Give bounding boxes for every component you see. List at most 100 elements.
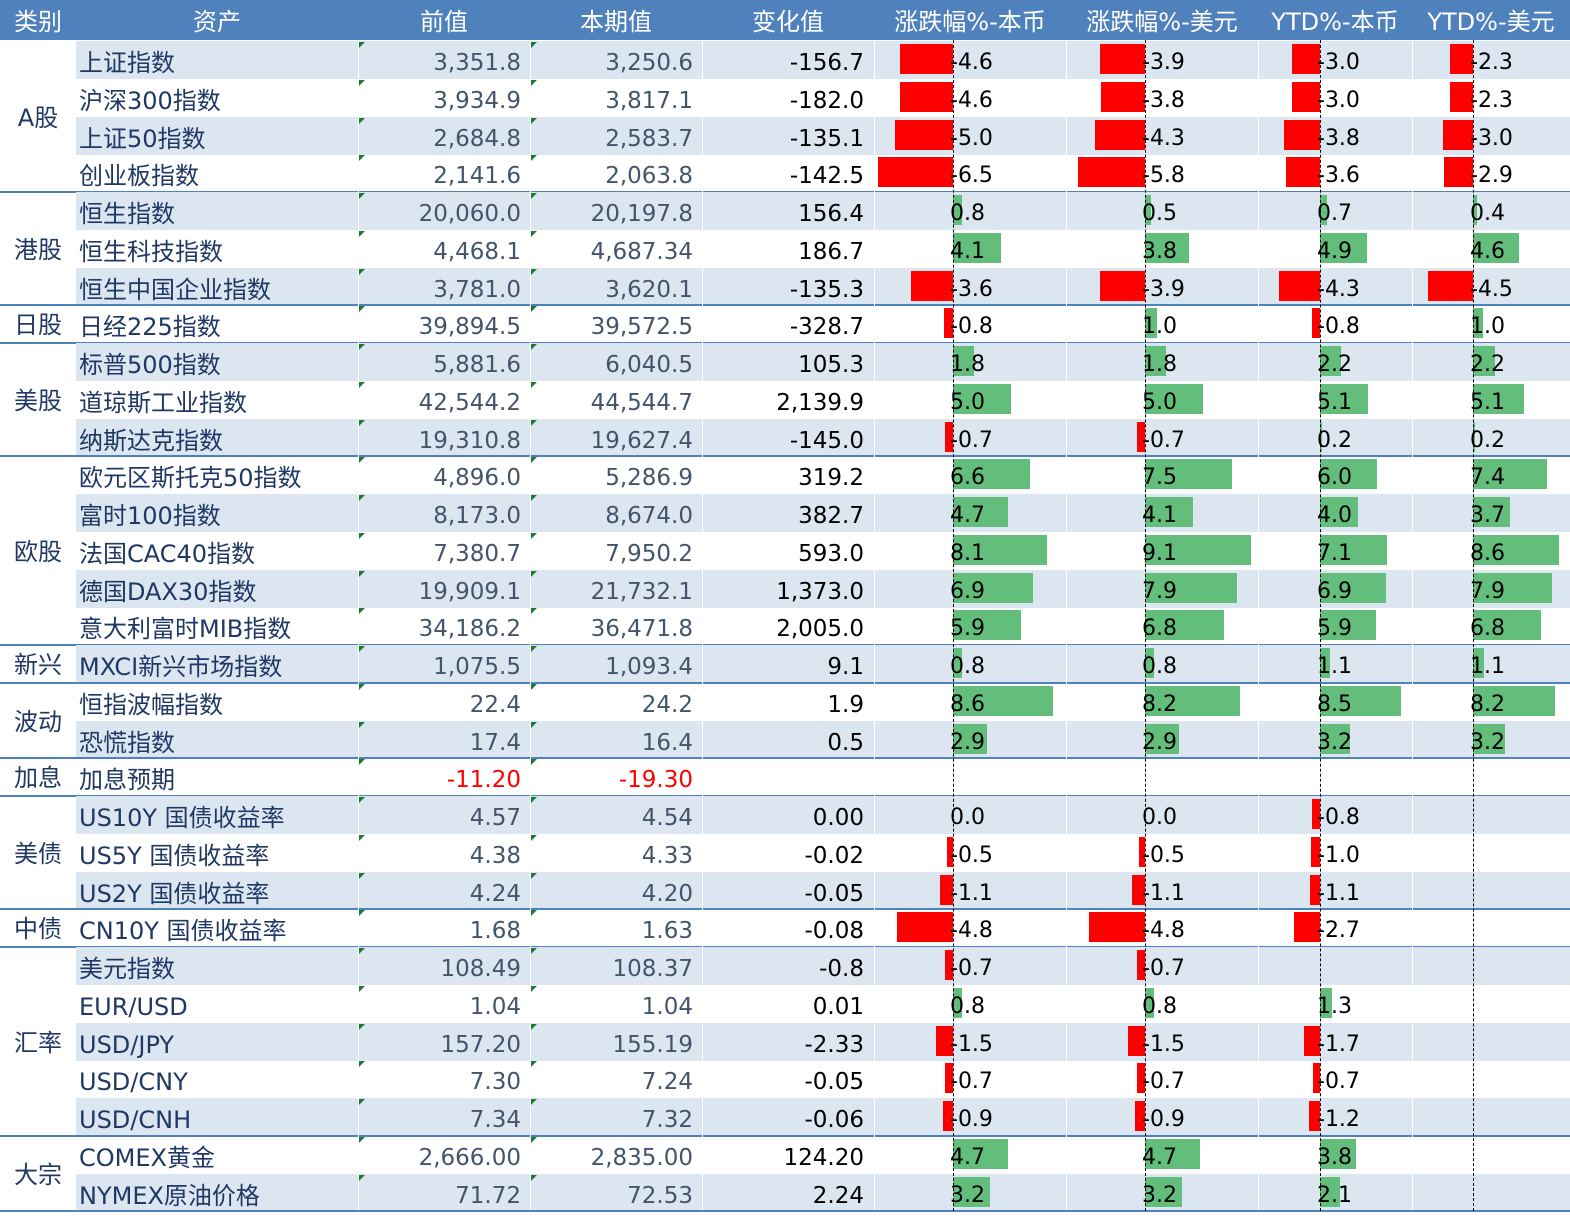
pct-ytd-usd: -2.3 <box>1470 87 1513 113</box>
bar-ytd-usd <box>1473 723 1505 754</box>
bar-chg-usd <box>1077 157 1145 188</box>
change-value: -0.05 <box>804 1069 864 1096</box>
cell-marker <box>531 117 537 124</box>
cell-marker <box>359 117 365 124</box>
pct-ytd-usd: 3.7 <box>1470 503 1505 528</box>
change-value <box>702 758 864 796</box>
pct-chg-local: -6.5 <box>950 163 993 189</box>
prev-value: 19,310.8 <box>418 427 521 454</box>
pct-ytd-usd: 8.6 <box>1470 540 1505 566</box>
prev-value: 1.04 <box>469 993 521 1020</box>
bar-ytd-local <box>1320 534 1388 565</box>
change-value: -135.1 <box>789 125 864 152</box>
pct-chg-usd: -4.3 <box>1142 125 1185 151</box>
prev-value: 4,896.0 <box>433 465 521 492</box>
curr-value: 4.20 <box>641 880 693 907</box>
asset-name: 加息预期 <box>79 766 175 795</box>
bar-chg-local <box>897 912 953 943</box>
asset-name: 标普500指数 <box>79 351 221 379</box>
bar-ytd-local <box>1313 1063 1320 1094</box>
pct-chg-local: 4.7 <box>950 1144 985 1170</box>
pct-chg-local: 0.8 <box>950 201 985 226</box>
asset-name: 恒生指数 <box>79 200 175 228</box>
bar-ytd-usd <box>1473 232 1519 263</box>
change-value: 2,005.0 <box>776 616 864 643</box>
cell-marker <box>531 759 537 766</box>
bar-chg-usd <box>1145 346 1166 376</box>
bar-chg-usd <box>1100 81 1145 112</box>
asset-name: US2Y 国债收益率 <box>79 879 270 908</box>
pct-ytd-usd: 7.9 <box>1470 578 1505 604</box>
pct-chg-local: 2.9 <box>950 729 985 755</box>
bar-chg-local <box>944 1063 953 1094</box>
change-value: 0.5 <box>827 729 864 756</box>
pct-chg-local: -4.6 <box>950 50 993 75</box>
bar-chg-usd <box>1145 1138 1200 1169</box>
prev-value: 3,934.9 <box>433 87 521 114</box>
cell-marker <box>531 381 537 388</box>
pct-chg-usd: -0.5 <box>1142 842 1185 868</box>
asset-name: 纳斯达克指数 <box>79 426 223 455</box>
pct-chg-local: 6.9 <box>950 578 985 604</box>
cell-marker <box>359 570 365 577</box>
prev-value: 2,684.8 <box>433 125 521 152</box>
cell-marker <box>359 193 365 199</box>
pct-chg-usd: 4.1 <box>1142 503 1177 528</box>
asset-name: 欧元区斯托克50指数 <box>79 464 302 493</box>
pct-chg-usd: 2.9 <box>1142 729 1177 755</box>
cell-marker <box>531 42 537 48</box>
cell-marker <box>531 948 537 954</box>
bar-ytd-local <box>1320 459 1377 490</box>
asset-name: 恒生中国企业指数 <box>79 275 271 304</box>
bar-chg-usd <box>1136 950 1145 980</box>
curr-value: 24.2 <box>641 691 693 718</box>
pct-ytd-local: 6.9 <box>1317 578 1352 604</box>
prev-value: 4.57 <box>469 805 521 831</box>
pct-ytd-usd: 2.2 <box>1470 352 1505 377</box>
pct-chg-usd: 1.0 <box>1142 314 1177 340</box>
pct-ytd-local: 3.8 <box>1317 1144 1352 1170</box>
row-band <box>76 267 1570 306</box>
change-value: 1.9 <box>827 691 864 718</box>
prev-value: 34,186.2 <box>418 616 521 643</box>
bar-ytd-usd <box>1450 44 1473 74</box>
curr-value: -19.30 <box>618 767 693 794</box>
pct-ytd-local: -4.3 <box>1317 276 1360 302</box>
cell-marker <box>359 608 365 615</box>
cell-marker <box>359 872 365 879</box>
cell-marker <box>531 797 537 803</box>
pct-ytd-local: 5.9 <box>1317 616 1352 642</box>
bar-chg-local <box>953 648 963 678</box>
prev-value: 3,351.8 <box>433 50 521 76</box>
asset-name: USD/CNY <box>79 1068 188 1097</box>
pct-ytd-usd: -4.5 <box>1470 276 1513 302</box>
curr-value: 3,250.6 <box>605 50 693 76</box>
bar-ytd-usd <box>1473 308 1483 339</box>
bar-ytd-local <box>1320 572 1386 603</box>
asset-name: EUR/USD <box>79 992 188 1021</box>
bar-chg-usd <box>1145 383 1203 414</box>
change-value: -135.3 <box>789 276 864 303</box>
change-value: 105.3 <box>798 352 864 378</box>
pct-chg-usd: 1.8 <box>1142 352 1177 377</box>
bar-chg-usd <box>1145 610 1224 641</box>
cell-marker <box>359 495 365 501</box>
cell-marker <box>531 306 537 313</box>
pct-chg-usd: -3.8 <box>1142 87 1185 113</box>
pct-ytd-local: -0.8 <box>1317 314 1360 340</box>
bar-ytd-usd <box>1473 383 1524 414</box>
group-separator <box>0 757 1570 760</box>
pct-ytd-usd: -2.9 <box>1470 163 1513 189</box>
pct-ytd-local: 7.1 <box>1317 540 1352 566</box>
pct-ytd-local: 5.1 <box>1317 389 1352 415</box>
bar-chg-local <box>953 572 1034 603</box>
prev-value: 4,468.1 <box>433 238 521 265</box>
bar-chg-usd <box>1099 270 1145 301</box>
change-value: -2.33 <box>804 1031 864 1058</box>
asset-name: CN10Y 国债收益率 <box>79 917 287 946</box>
bar-chg-local <box>953 534 1047 565</box>
pct-chg-local: -0.7 <box>950 956 993 981</box>
pct-chg-local: 5.0 <box>950 389 985 415</box>
row-band <box>76 116 1570 155</box>
pct-ytd-local: -1.0 <box>1317 842 1360 868</box>
